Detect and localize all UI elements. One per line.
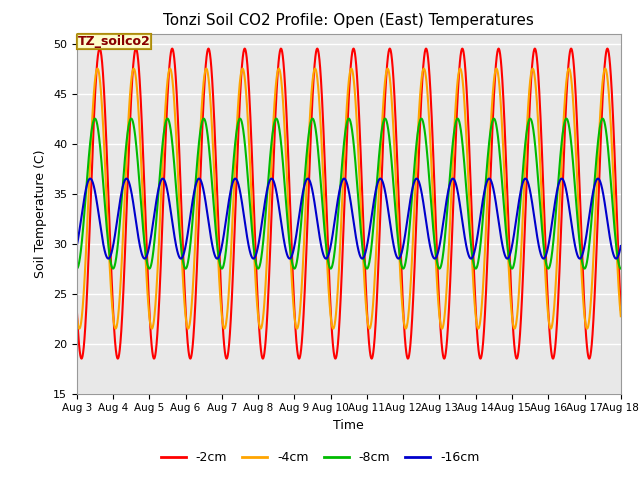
-2cm: [573, 126, 581, 132]
-16cm: [73, 243, 81, 249]
-16cm: [332, 212, 339, 218]
-2cm: [600, 67, 608, 72]
-4cm: [73, 313, 81, 319]
-4cm: [302, 204, 310, 210]
-4cm: [332, 315, 339, 321]
-16cm: [468, 255, 476, 261]
Y-axis label: Soil Temperature (C): Soil Temperature (C): [35, 149, 47, 278]
-8cm: [468, 252, 476, 257]
-8cm: [301, 165, 309, 171]
Line: -4cm: -4cm: [77, 69, 621, 329]
-8cm: [73, 266, 81, 272]
Line: -2cm: -2cm: [77, 48, 621, 359]
Line: -8cm: -8cm: [77, 119, 621, 269]
-8cm: [306, 124, 314, 130]
-16cm: [573, 252, 581, 258]
X-axis label: Time: Time: [333, 419, 364, 432]
-8cm: [573, 212, 581, 218]
-16cm: [600, 198, 608, 204]
Title: Tonzi Soil CO2 Profile: Open (East) Temperatures: Tonzi Soil CO2 Profile: Open (East) Temp…: [163, 13, 534, 28]
-2cm: [617, 307, 625, 312]
-16cm: [232, 176, 239, 181]
-2cm: [96, 46, 104, 51]
Line: -16cm: -16cm: [77, 179, 621, 259]
-4cm: [468, 261, 476, 267]
-8cm: [127, 116, 135, 121]
-16cm: [302, 179, 310, 184]
-2cm: [332, 356, 339, 361]
-2cm: [73, 307, 81, 312]
-16cm: [104, 256, 112, 262]
-4cm: [306, 113, 314, 119]
-8cm: [332, 242, 339, 248]
-8cm: [600, 119, 608, 124]
-4cm: [573, 179, 581, 185]
-4cm: [93, 66, 101, 72]
-2cm: [306, 154, 314, 159]
-8cm: [617, 266, 625, 272]
-4cm: [221, 326, 228, 332]
-16cm: [306, 179, 314, 184]
Legend: -2cm, -4cm, -8cm, -16cm: -2cm, -4cm, -8cm, -16cm: [156, 446, 484, 469]
-4cm: [600, 67, 608, 73]
-4cm: [617, 313, 625, 319]
-2cm: [468, 224, 476, 230]
-2cm: [223, 356, 230, 361]
-16cm: [617, 243, 625, 249]
Legend: : [77, 34, 151, 49]
-2cm: [302, 267, 310, 273]
